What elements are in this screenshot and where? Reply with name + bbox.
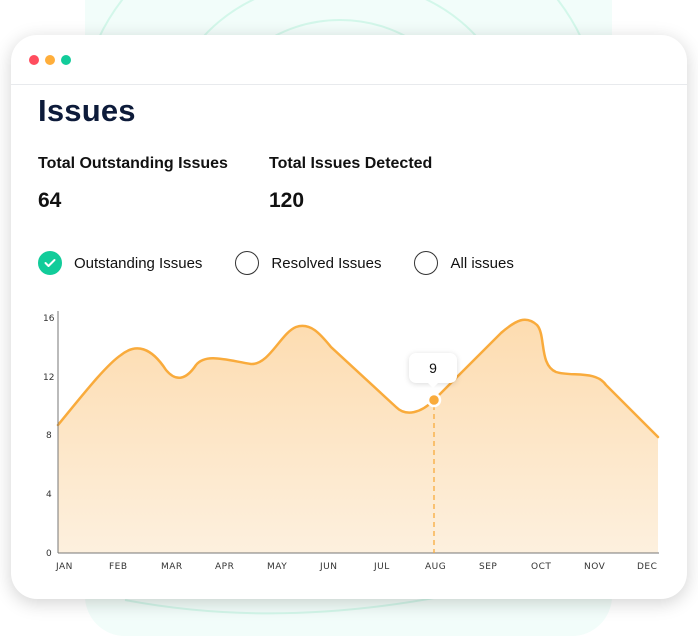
hover-data-point[interactable] — [426, 392, 442, 408]
area-line — [56, 318, 660, 439]
svg-text:JUL: JUL — [373, 562, 390, 572]
app-window: Issues Total Outstanding Issues 64 Total… — [11, 35, 687, 599]
window-titlebar — [11, 35, 687, 85]
filter-outstanding-issues[interactable]: Outstanding Issues — [38, 251, 202, 275]
svg-text:JAN: JAN — [55, 562, 73, 572]
svg-text:MAR: MAR — [161, 562, 183, 572]
unchecked-radio-icon[interactable] — [414, 251, 439, 275]
svg-text:12: 12 — [43, 373, 54, 383]
svg-text:0: 0 — [46, 549, 52, 559]
filter-all-issues[interactable]: All issues — [414, 251, 514, 275]
maximize-window-button[interactable] — [61, 55, 71, 65]
data-point-tooltip: 9 — [409, 353, 457, 388]
svg-text:APR: APR — [215, 562, 234, 572]
svg-text:16: 16 — [43, 314, 55, 324]
stat-total-outstanding: Total Outstanding Issues 64 — [38, 155, 228, 213]
x-axis-months: JAN FEB MAR APR MAY JUN JUL AUG SEP OCT … — [55, 562, 657, 572]
stat-label: Total Issues Detected — [269, 155, 433, 172]
svg-text:NOV: NOV — [584, 562, 606, 572]
svg-text:8: 8 — [46, 431, 52, 441]
stat-total-detected: Total Issues Detected 120 — [269, 155, 432, 213]
issue-filter-group: Outstanding Issues Resolved Issues All i… — [38, 251, 547, 275]
checkmark-icon — [44, 259, 56, 267]
close-window-button[interactable] — [29, 55, 39, 65]
y-axis-ticks: 16 12 8 4 0 — [43, 314, 55, 559]
issues-area-chart: 16 12 8 4 0 JAN FEB MAR APR MAY JUN JUL … — [43, 311, 660, 572]
stat-value: 64 — [38, 189, 62, 212]
stat-value: 120 — [269, 189, 305, 212]
filter-label: Outstanding Issues — [74, 254, 203, 272]
svg-text:MAY: MAY — [267, 562, 287, 572]
checked-radio-icon[interactable] — [38, 251, 62, 275]
svg-text:4: 4 — [46, 490, 52, 500]
svg-text:JUN: JUN — [319, 562, 337, 572]
stat-label: Total Outstanding Issues — [38, 155, 228, 172]
svg-text:DEC: DEC — [637, 562, 657, 572]
page-title: Issues — [38, 93, 136, 128]
filter-label: Resolved Issues — [271, 254, 382, 272]
area-fill — [58, 319, 658, 553]
svg-text:AUG: AUG — [425, 562, 446, 572]
svg-text:OCT: OCT — [531, 562, 551, 572]
minimize-window-button[interactable] — [45, 55, 55, 65]
svg-text:SEP: SEP — [479, 562, 497, 572]
svg-text:FEB: FEB — [109, 562, 128, 572]
filter-label: All issues — [450, 254, 514, 272]
filter-resolved-issues[interactable]: Resolved Issues — [235, 251, 381, 275]
unchecked-radio-icon[interactable] — [235, 251, 260, 275]
